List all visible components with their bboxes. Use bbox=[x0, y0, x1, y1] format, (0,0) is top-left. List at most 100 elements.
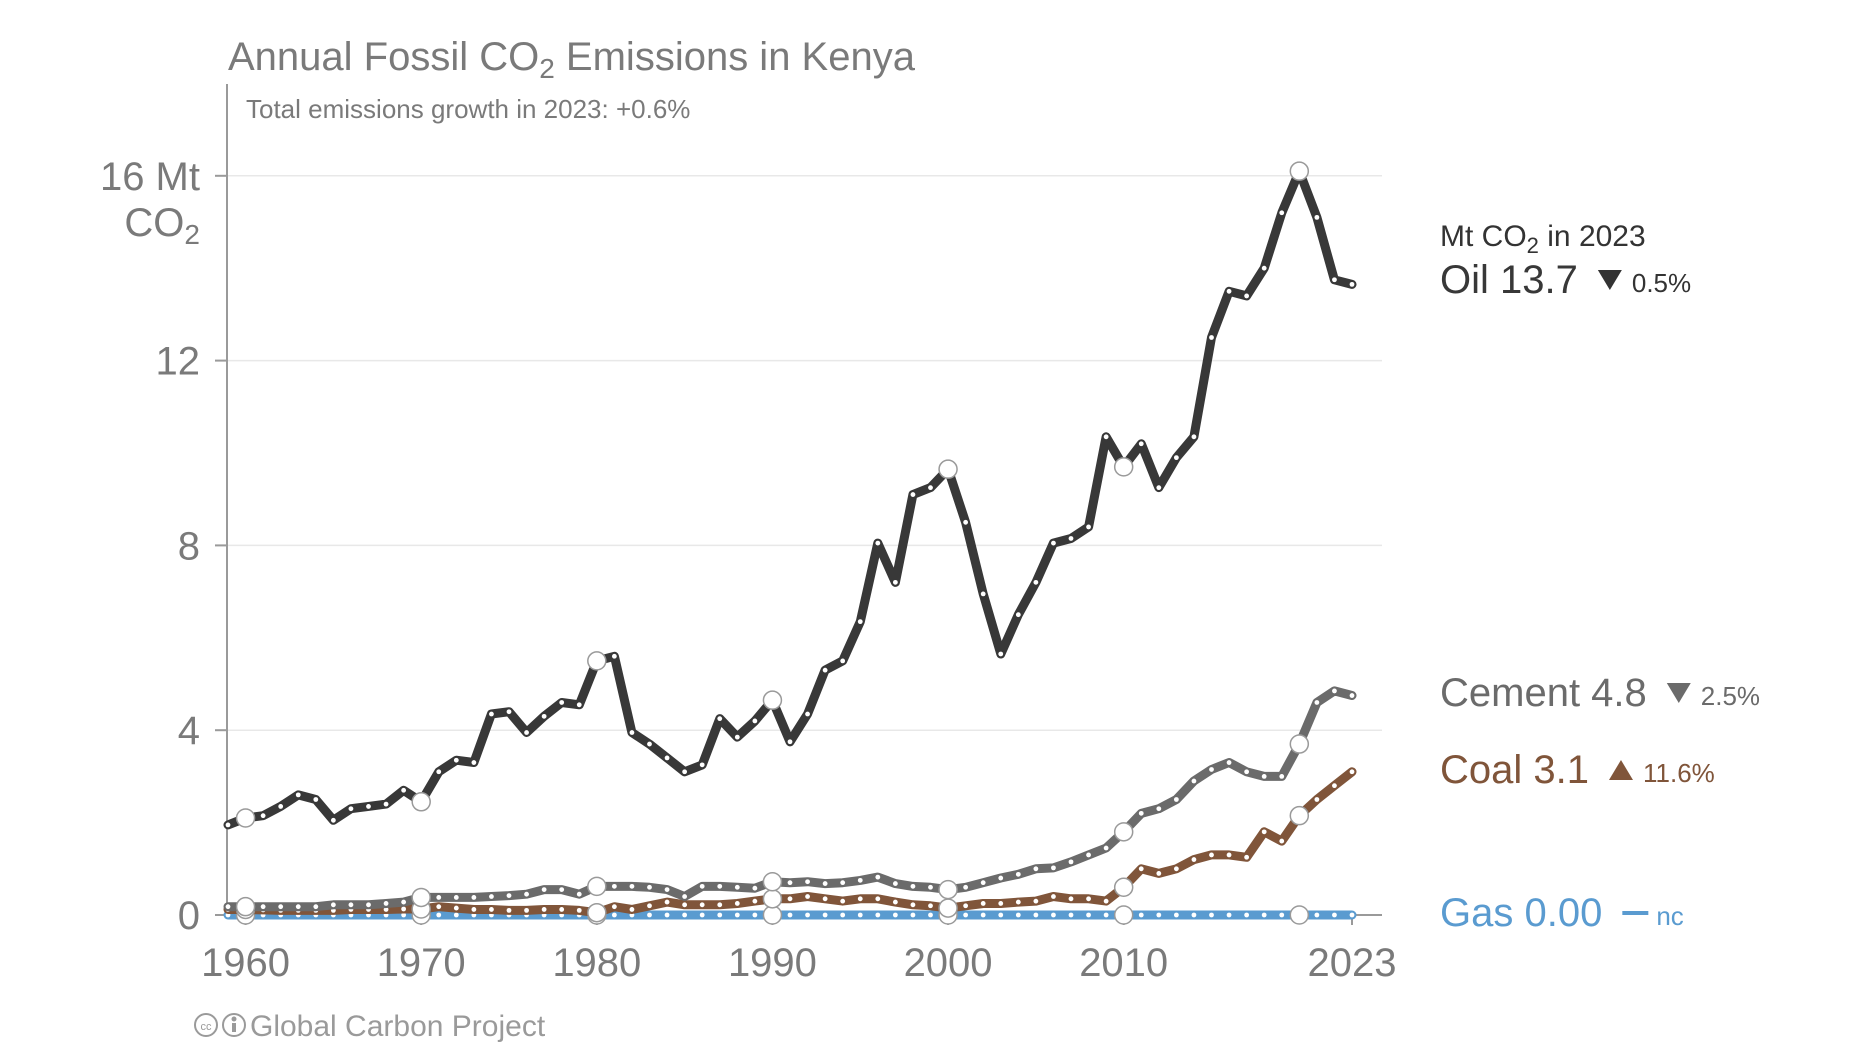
coal-point bbox=[1279, 838, 1285, 844]
oil-point bbox=[1244, 293, 1250, 299]
cement-point bbox=[260, 904, 266, 910]
gas-change-text: nc bbox=[1656, 901, 1683, 931]
oil-change-text: 0.5% bbox=[1632, 268, 1691, 298]
oil-point bbox=[805, 711, 810, 717]
coal-point bbox=[1209, 852, 1214, 858]
coal-point bbox=[1033, 898, 1039, 904]
oil-point bbox=[366, 804, 371, 809]
oil-point bbox=[524, 730, 529, 735]
oil-label-text: Oil 13.7 bbox=[1440, 258, 1578, 302]
oil-highlight-point bbox=[235, 808, 256, 828]
oil-point bbox=[1033, 579, 1039, 585]
oil-point bbox=[1332, 277, 1337, 283]
coal-point bbox=[436, 904, 442, 910]
oil-point bbox=[840, 658, 846, 664]
cement-point bbox=[453, 895, 459, 900]
coal-point bbox=[1068, 896, 1074, 902]
oil-highlight-point bbox=[938, 459, 958, 479]
gas-highlight-point bbox=[1289, 905, 1310, 925]
gas-point bbox=[1138, 912, 1144, 918]
oil-point bbox=[383, 801, 389, 807]
cement-point bbox=[664, 887, 670, 892]
oil-point bbox=[1191, 434, 1197, 440]
gas-point bbox=[910, 912, 916, 918]
oil-point bbox=[1314, 214, 1320, 220]
cement-point bbox=[559, 887, 565, 892]
gas-point bbox=[1261, 912, 1267, 918]
cement-point bbox=[313, 904, 319, 910]
cement-point bbox=[524, 891, 529, 897]
gas-point bbox=[436, 912, 442, 918]
oil-highlight-point bbox=[1113, 457, 1134, 477]
cement-highlight-point bbox=[938, 879, 958, 900]
gas-point bbox=[682, 912, 688, 918]
oil-point bbox=[980, 591, 986, 597]
coal-point bbox=[963, 903, 969, 909]
oil-point bbox=[734, 734, 740, 740]
cement-point bbox=[682, 894, 688, 899]
y-tick-label: 4 bbox=[178, 709, 200, 753]
cement-point bbox=[1051, 865, 1056, 871]
coal-highlight-point bbox=[1113, 877, 1134, 898]
gas-point bbox=[805, 912, 810, 918]
cement-highlight-point bbox=[411, 887, 431, 908]
gas-point bbox=[1156, 912, 1162, 918]
oil-point bbox=[875, 540, 881, 546]
cement-highlight-point bbox=[235, 896, 256, 917]
coal-point bbox=[928, 903, 933, 909]
gas-point bbox=[1244, 912, 1250, 918]
coal-point bbox=[682, 902, 688, 908]
chart-subtitle: Total emissions growth in 2023: +0.6% bbox=[246, 94, 690, 124]
coal-point bbox=[822, 896, 828, 902]
y-unit-label: CO2 bbox=[124, 201, 200, 250]
cement-point bbox=[348, 902, 354, 908]
credit: cc Global Carbon Project bbox=[194, 1010, 546, 1042]
y-tick-label: 16 Mt bbox=[100, 155, 200, 199]
cement-point bbox=[1314, 700, 1320, 705]
no-change-dash-icon bbox=[1622, 911, 1649, 915]
oil-point bbox=[1086, 524, 1091, 530]
oil-point bbox=[278, 804, 284, 809]
oil-point bbox=[682, 769, 688, 775]
oil-point bbox=[699, 762, 705, 768]
cement-point bbox=[1173, 797, 1179, 802]
coal-point bbox=[664, 899, 670, 905]
cement-point bbox=[506, 893, 512, 898]
gas-highlight-point bbox=[1113, 905, 1134, 925]
cement-point bbox=[840, 880, 846, 886]
cc-icon bbox=[194, 1013, 218, 1037]
attribution-icon bbox=[222, 1013, 246, 1037]
oil-highlight-point bbox=[587, 651, 607, 671]
oil-point bbox=[313, 797, 319, 802]
gas-point bbox=[752, 912, 758, 918]
gas-point bbox=[1173, 912, 1179, 918]
cement-point bbox=[576, 891, 582, 897]
gas-point bbox=[734, 912, 740, 918]
cement-point bbox=[1033, 866, 1039, 872]
coal-point bbox=[717, 902, 723, 908]
coal-point bbox=[1138, 866, 1144, 872]
gas-point bbox=[699, 912, 705, 918]
coal-point bbox=[1244, 854, 1250, 860]
cement-point bbox=[980, 880, 986, 886]
gas-point bbox=[1332, 912, 1337, 918]
attribution-icon-head bbox=[231, 1016, 237, 1022]
coal-point bbox=[699, 902, 705, 908]
gas-point bbox=[1068, 912, 1074, 918]
oil-point bbox=[225, 822, 231, 828]
oil-point bbox=[436, 769, 442, 775]
coal-point bbox=[980, 901, 986, 906]
cement-point bbox=[489, 894, 494, 899]
gas-point bbox=[892, 912, 898, 918]
oil-point bbox=[559, 700, 565, 705]
gas-point bbox=[1279, 912, 1285, 918]
oil-point bbox=[330, 817, 336, 823]
coal-point bbox=[787, 896, 793, 902]
gas-point bbox=[611, 912, 617, 918]
oil-point bbox=[260, 813, 266, 819]
oil-point bbox=[1226, 288, 1232, 294]
x-tick-label: 2000 bbox=[904, 941, 993, 985]
coal-point bbox=[401, 906, 407, 912]
cement-label: Cement 4.8 2.5% bbox=[1440, 671, 1760, 715]
